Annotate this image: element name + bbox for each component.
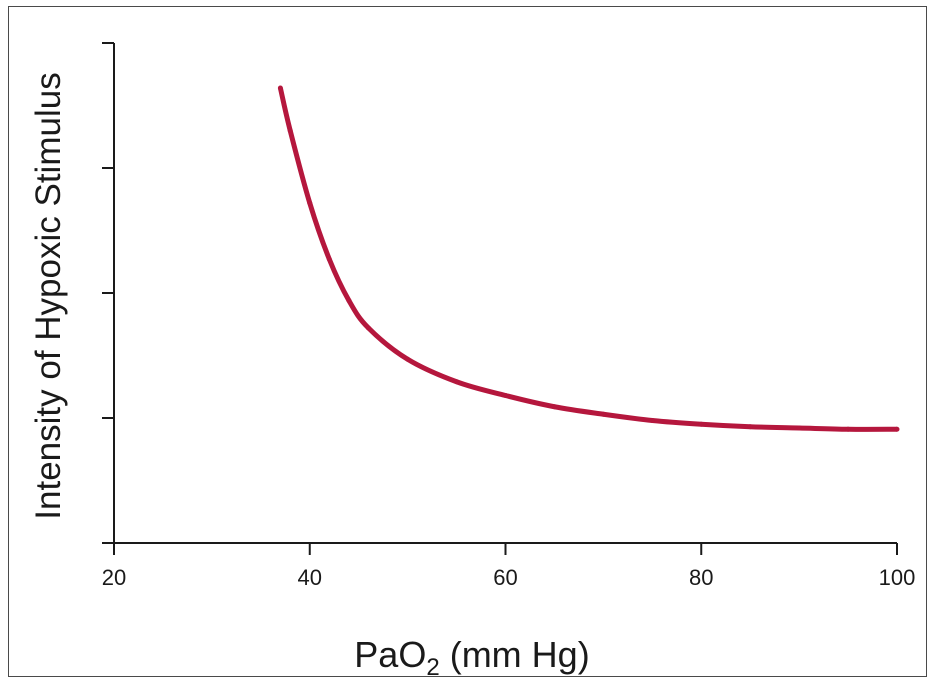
series-0-point-8 (503, 393, 508, 398)
x-tick-label-40: 40 (298, 565, 322, 590)
series-0-point-0 (278, 86, 283, 91)
series-0-point-7 (454, 379, 459, 384)
series-0-point-15 (846, 427, 851, 432)
x-ticks: 20 40 60 80 100 (102, 543, 916, 590)
x-tick-label-60: 60 (493, 565, 517, 590)
series-0-point-13 (748, 424, 753, 429)
x-axis-title-subscript: 2 (426, 654, 439, 679)
y-axis-title: Intensity of Hypoxic Stimulus (29, 72, 68, 519)
series-line-0 (280, 88, 897, 429)
series-0-point-1 (288, 128, 293, 133)
series-0-point-3 (327, 257, 332, 262)
x-tick-label-80: 80 (689, 565, 713, 590)
series-0-point-10 (601, 412, 606, 417)
series-0-point-9 (552, 404, 557, 409)
series-0-point-6 (405, 357, 410, 362)
axes (114, 43, 897, 543)
x-axis-title: PaO2 (mm Hg) (354, 634, 589, 679)
series-group (278, 86, 900, 432)
x-axis-title-suffix: (mm Hg) (440, 634, 590, 675)
x-tick-label-100: 100 (879, 565, 916, 590)
x-axis-title-main: PaO (354, 634, 426, 675)
series-0-point-12 (699, 422, 704, 427)
series-0-point-14 (797, 426, 802, 431)
series-0-point-4 (346, 298, 351, 303)
series-0-point-11 (650, 418, 655, 423)
series-0-point-16 (895, 427, 900, 432)
series-0-point-5 (366, 326, 371, 331)
x-tick-label-20: 20 (102, 565, 126, 590)
y-ticks (102, 43, 114, 543)
series-0-point-2 (307, 201, 312, 206)
